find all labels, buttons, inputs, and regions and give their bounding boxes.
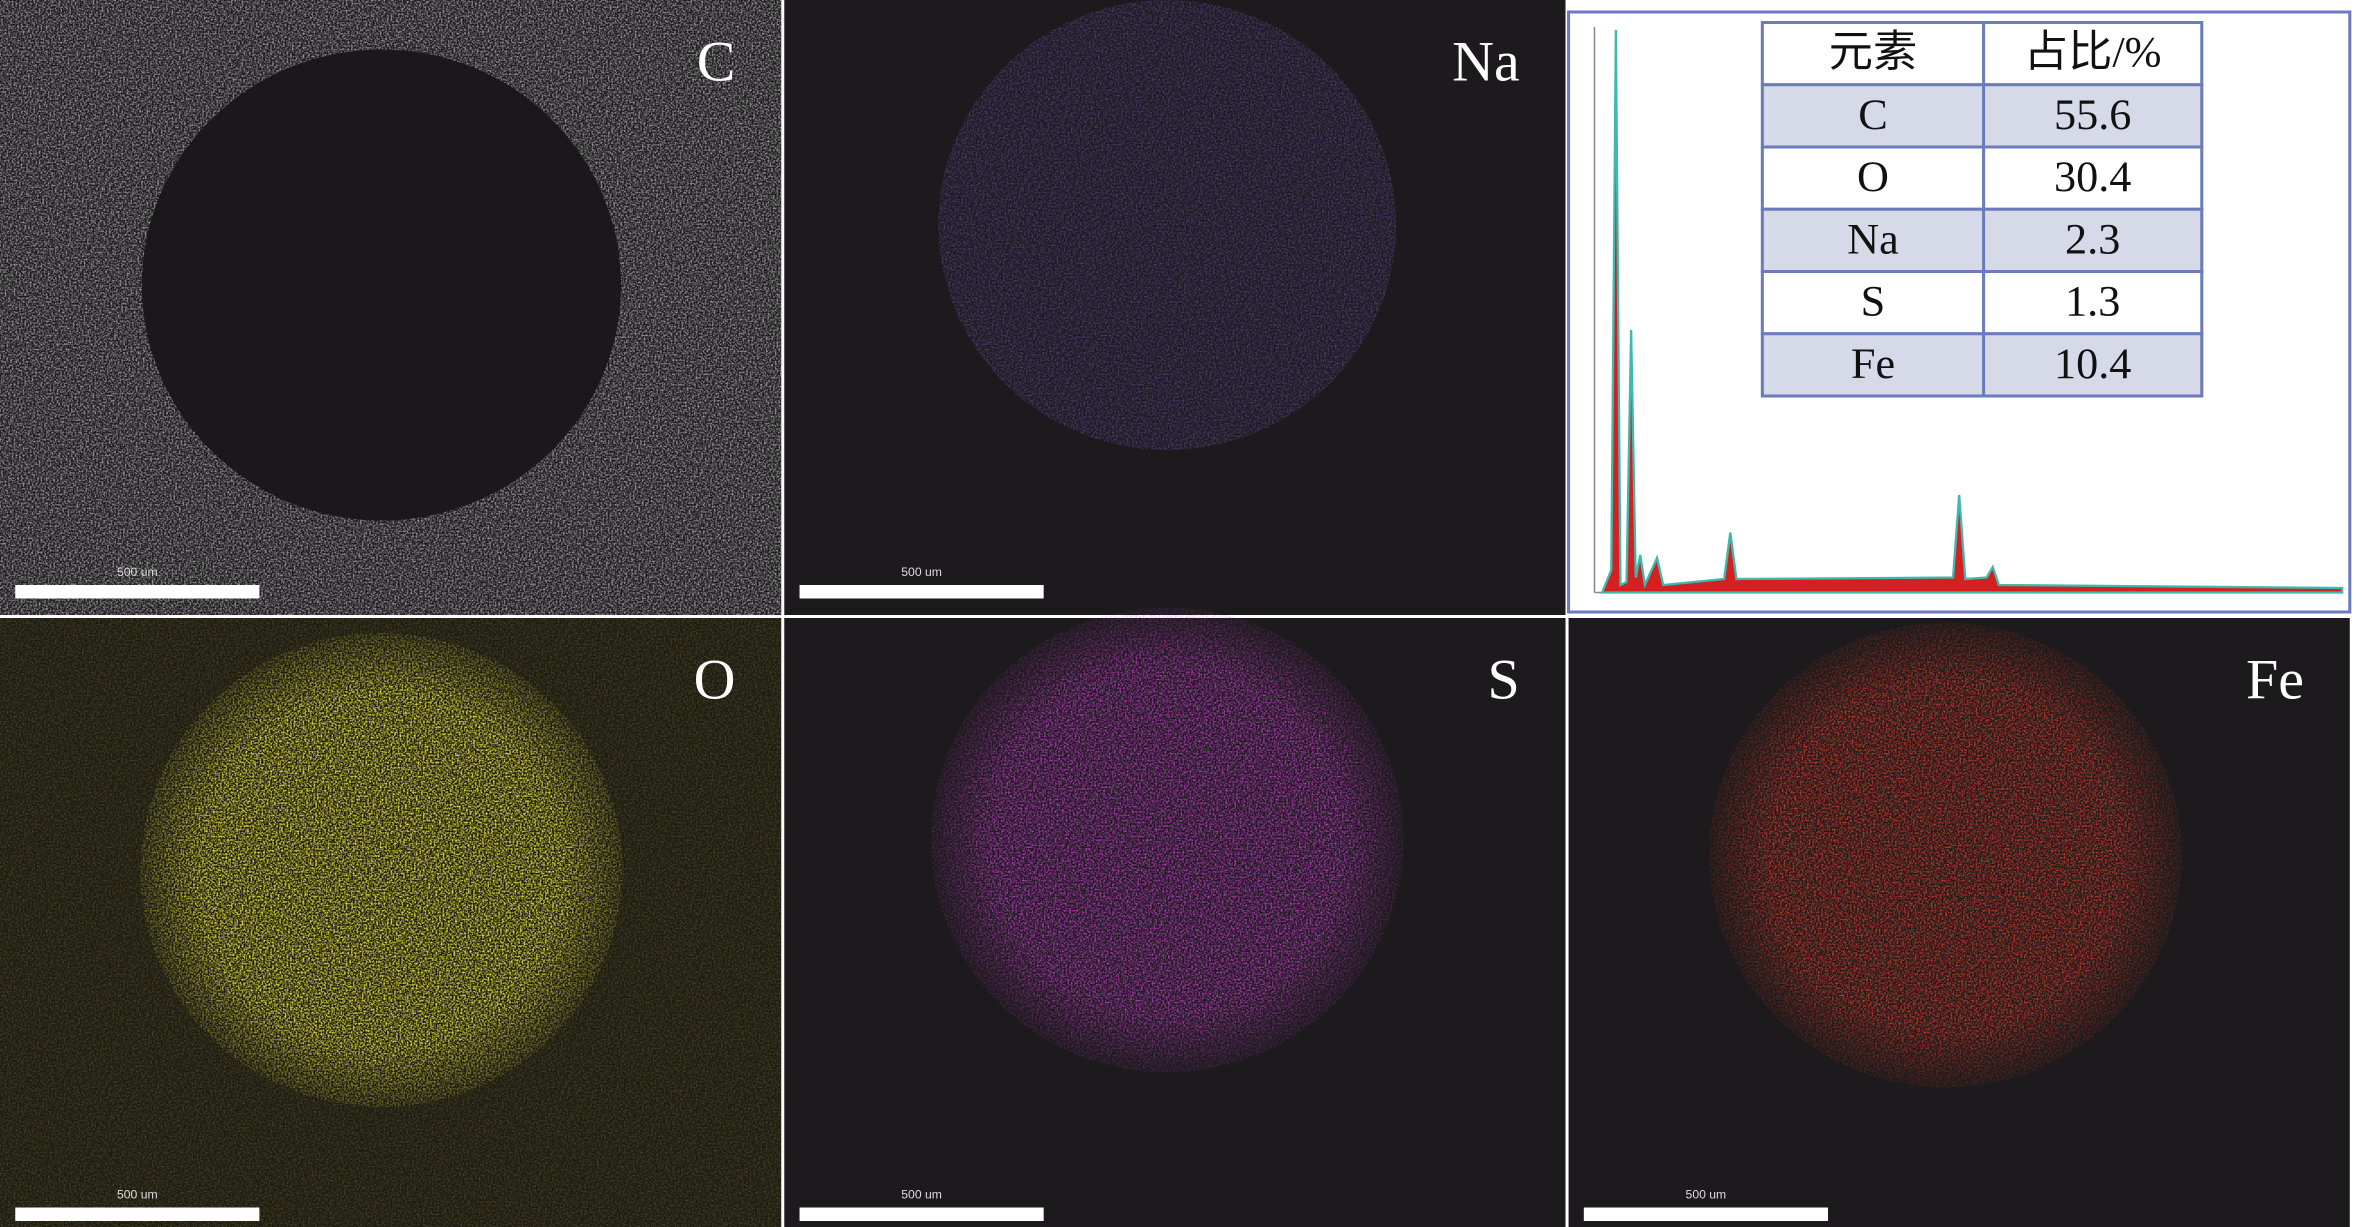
particle bbox=[1708, 622, 2182, 1088]
table-cell: S bbox=[1861, 278, 1886, 326]
table-cell: 占比/% bbox=[2024, 29, 2162, 77]
particle bbox=[141, 49, 622, 521]
composition-table: 元素 占比/% C 55.6 O 30.4 Na 2.3 S 1.3 Fe 10.4 bbox=[1760, 21, 2204, 398]
element-label: O bbox=[694, 649, 736, 711]
table-cell: 55.6 bbox=[2054, 91, 2131, 139]
table-cell: 1.3 bbox=[2065, 278, 2120, 326]
table-cell: 10.4 bbox=[2054, 340, 2131, 388]
particle bbox=[930, 607, 1404, 1073]
table-cell: Na bbox=[1847, 216, 1899, 264]
scale-bar-label: 500 um bbox=[901, 1188, 942, 1202]
table-cell: 30.4 bbox=[2054, 153, 2131, 201]
element-label: Fe bbox=[2246, 649, 2304, 711]
particle bbox=[140, 633, 623, 1107]
scale-bar-label: 500 um bbox=[117, 565, 158, 579]
element-label: C bbox=[697, 31, 736, 93]
table-cell: Fe bbox=[1851, 340, 1895, 388]
scale-bar-label: 500 um bbox=[1686, 1188, 1727, 1202]
table-cell: O bbox=[1857, 153, 1889, 201]
scale-bar bbox=[1583, 1207, 1828, 1221]
scale-bar bbox=[799, 585, 1044, 599]
scale-bar bbox=[15, 585, 260, 599]
table-cell: 元素 bbox=[1829, 29, 1917, 77]
table-cell: 2.3 bbox=[2065, 216, 2120, 264]
scale-bar-label: 500 um bbox=[117, 1188, 158, 1202]
scale-bar bbox=[799, 1207, 1044, 1221]
element-label: S bbox=[1487, 649, 1519, 711]
scale-bar-label: 500 um bbox=[901, 565, 942, 579]
spectrum bbox=[1593, 27, 2344, 594]
particle bbox=[938, 0, 1397, 450]
element-label: Na bbox=[1452, 31, 1520, 93]
scale-bar bbox=[15, 1207, 260, 1221]
table-cell: C bbox=[1858, 91, 1888, 139]
